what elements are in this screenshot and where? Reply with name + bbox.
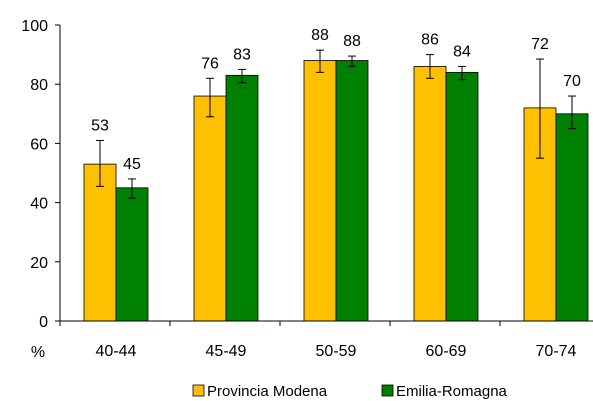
data-label: 45 xyxy=(123,156,141,173)
bar xyxy=(555,113,589,322)
legend: Provincia Modena Emilia-Romagna xyxy=(192,383,508,400)
bar xyxy=(83,163,117,322)
legend-label: Provincia Modena xyxy=(207,383,328,400)
bars: 53 45 76 83 88 88 86 84 72 70 xyxy=(83,27,589,322)
bar xyxy=(303,60,337,322)
x-tick-label: 60-69 xyxy=(426,343,467,360)
data-label: 88 xyxy=(311,27,329,44)
bar xyxy=(193,95,227,322)
data-label: 84 xyxy=(453,43,471,60)
x-tick-label: 70-74 xyxy=(536,343,577,360)
x-tick-label: 40-44 xyxy=(96,343,137,360)
y-axis: 0 20 40 60 80 100 xyxy=(21,18,61,331)
data-label: 53 xyxy=(91,117,109,134)
y-tick-label: 20 xyxy=(30,255,48,272)
y-tick-label: 60 xyxy=(30,136,48,153)
data-label: 86 xyxy=(421,32,439,49)
legend-swatch xyxy=(381,384,394,397)
data-label: 72 xyxy=(531,36,549,53)
bar xyxy=(335,60,369,322)
data-label: 88 xyxy=(343,33,361,50)
x-axis: 40-44 45-49 50-59 60-69 70-74 xyxy=(59,320,593,360)
y-tick-label: 80 xyxy=(30,77,48,94)
bar xyxy=(413,66,447,322)
x-tick-label: 50-59 xyxy=(316,343,357,360)
x-tick-label: 45-49 xyxy=(206,343,247,360)
data-label: 70 xyxy=(563,73,581,90)
y-tick-label: 0 xyxy=(39,314,48,331)
bar xyxy=(445,71,479,322)
bar xyxy=(225,74,259,322)
legend-label: Emilia-Romagna xyxy=(396,383,508,400)
y-tick-label: 100 xyxy=(21,18,48,35)
data-label: 83 xyxy=(233,46,251,63)
y-tick-label: 40 xyxy=(30,196,48,213)
legend-swatch xyxy=(192,384,205,397)
bar xyxy=(115,187,149,322)
data-label: 76 xyxy=(201,55,219,72)
y-unit-label: % xyxy=(31,344,45,361)
